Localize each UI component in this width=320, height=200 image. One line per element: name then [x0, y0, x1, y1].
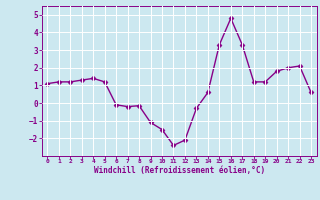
X-axis label: Windchill (Refroidissement éolien,°C): Windchill (Refroidissement éolien,°C) — [94, 166, 265, 175]
